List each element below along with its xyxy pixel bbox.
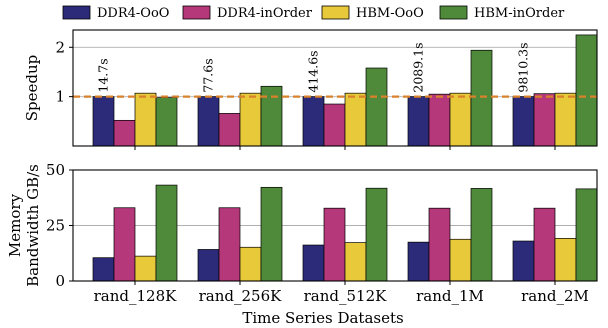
speedup-ytick-label: 2	[55, 38, 65, 56]
speedup-bar-ddr4-ooo-rand-1m	[407, 96, 430, 147]
bandwidth-bar-ddr4-ooo-rand-2m	[512, 240, 535, 282]
bandwidth-panel: 0 25 50 Memory Bandwidth GB/s rand_128K rand_2…	[6, 161, 598, 305]
speedup-y-axis-label: Speedup	[23, 55, 41, 122]
bandwidth-bar-hbm-ooo-rand-512k	[344, 242, 367, 282]
bandwidth-bar-ddr4-ooo-rand-256k	[197, 249, 220, 282]
xtick-label-rand-1m: rand_1M	[416, 287, 484, 305]
speedup-axes-frame	[72, 29, 598, 147]
speedup-bar-hbm-inorder-rand-256k	[260, 85, 283, 147]
speedup-bar-ddr4-ooo-rand-256k	[197, 96, 220, 147]
speedup-runtime-label-rand-512k: 414.6s	[306, 50, 321, 92]
speedup-bar-hbm-inorder-rand-512k	[365, 67, 388, 147]
speedup-bar-hbm-ooo-rand-1m	[449, 92, 472, 147]
speedup-bar-ddr4-inorder-rand-512k	[323, 103, 346, 147]
speedup-bar-hbm-ooo-rand-2m	[554, 92, 577, 147]
bandwidth-bar-ddr4-ooo-rand-1m	[407, 241, 430, 282]
bandwidth-bar-hbm-inorder-rand-512k	[365, 187, 388, 282]
speedup-bar-hbm-inorder-rand-128k	[155, 97, 178, 147]
speedup-bar-ddr4-inorder-rand-2m	[533, 93, 556, 147]
speedup-bar-hbm-ooo-rand-128k	[134, 92, 157, 147]
bandwidth-bar-hbm-ooo-rand-128k	[134, 255, 157, 282]
bandwidth-bar-ddr4-ooo-rand-128k	[92, 257, 115, 282]
bandwidth-bar-hbm-inorder-rand-2m	[575, 188, 598, 282]
bandwidth-y-axis-label: Bandwidth GB/s	[24, 164, 42, 287]
bandwidth-bar-ddr4-inorder-rand-512k	[323, 207, 346, 282]
speedup-bar-hbm-ooo-rand-256k	[239, 92, 262, 147]
speedup-bar-ddr4-inorder-rand-256k	[218, 113, 241, 147]
xtick-label-rand-256k: rand_256K	[199, 287, 283, 305]
legend-label-ddr4-inorder: DDR4-inOrder	[217, 6, 313, 21]
speedup-runtime-label-rand-128k: 14.7s	[96, 58, 111, 92]
legend-swatch-hbm-inorder	[439, 5, 468, 20]
xtick-label-rand-128k: rand_128K	[94, 287, 178, 305]
bandwidth-axes-frame	[72, 169, 598, 282]
legend-swatch-ddr4-inorder	[182, 5, 211, 20]
xtick-label-rand-512k: rand_512K	[304, 287, 388, 305]
speedup-bar-ddr4-ooo-rand-128k	[92, 96, 115, 147]
legend-label-hbm-ooo: HBM-OoO	[356, 6, 424, 21]
bandwidth-ytick-label: 50	[46, 161, 65, 179]
xtick-label-rand-2m: rand_2M	[521, 287, 589, 305]
legend-swatch-ddr4-ooo	[62, 5, 91, 20]
speedup-bar-ddr4-inorder-rand-128k	[113, 119, 136, 147]
legend-label-ddr4-ooo: DDR4-OoO	[97, 6, 169, 21]
speedup-runtime-label-rand-1m: 2089.1s	[411, 42, 426, 92]
bandwidth-bar-hbm-inorder-rand-128k	[155, 184, 178, 282]
bandwidth-ytick-label: 25	[46, 217, 65, 235]
bandwidth-y-axis-label: Memory	[6, 193, 24, 257]
speedup-bar-ddr4-ooo-rand-2m	[512, 96, 535, 147]
bandwidth-bar-ddr4-inorder-rand-2m	[533, 207, 556, 282]
bandwidth-bar-ddr4-inorder-rand-256k	[218, 207, 241, 282]
speedup-bar-hbm-inorder-rand-2m	[575, 34, 598, 147]
bandwidth-bar-ddr4-inorder-rand-1m	[428, 207, 451, 282]
bandwidth-ytick-label: 0	[55, 272, 65, 290]
bandwidth-bar-hbm-inorder-rand-256k	[260, 186, 283, 282]
legend: DDR4-OoO DDR4-inOrder HBM-OoO HBM-inOrder	[62, 5, 565, 21]
speedup-bar-ddr4-inorder-rand-1m	[428, 93, 451, 147]
bandwidth-bar-ddr4-ooo-rand-512k	[302, 244, 325, 282]
bandwidth-bar-hbm-ooo-rand-1m	[449, 238, 472, 282]
legend-label-hbm-inorder: HBM-inOrder	[474, 6, 565, 21]
speedup-runtime-label-rand-2m: 9810.3s	[516, 42, 531, 92]
speedup-bar-hbm-ooo-rand-512k	[344, 92, 367, 147]
bandwidth-bar-hbm-ooo-rand-256k	[239, 246, 262, 282]
speedup-bar-hbm-inorder-rand-1m	[470, 49, 493, 147]
speedup-bar-ddr4-ooo-rand-512k	[302, 96, 325, 147]
bandwidth-bar-ddr4-inorder-rand-128k	[113, 207, 136, 282]
bandwidth-bar-hbm-inorder-rand-1m	[470, 188, 493, 282]
speedup-panel: 1 2 14.7s 77.6s 414.6s 2089.1s 9810.3s Speedup	[23, 29, 598, 150]
speedup-ytick-label: 1	[55, 88, 65, 106]
legend-swatch-hbm-ooo	[321, 5, 350, 20]
speedup-runtime-label-rand-256k: 77.6s	[201, 58, 216, 92]
bandwidth-bar-hbm-ooo-rand-2m	[554, 238, 577, 282]
x-axis-label: Time Series Datasets	[242, 309, 403, 327]
